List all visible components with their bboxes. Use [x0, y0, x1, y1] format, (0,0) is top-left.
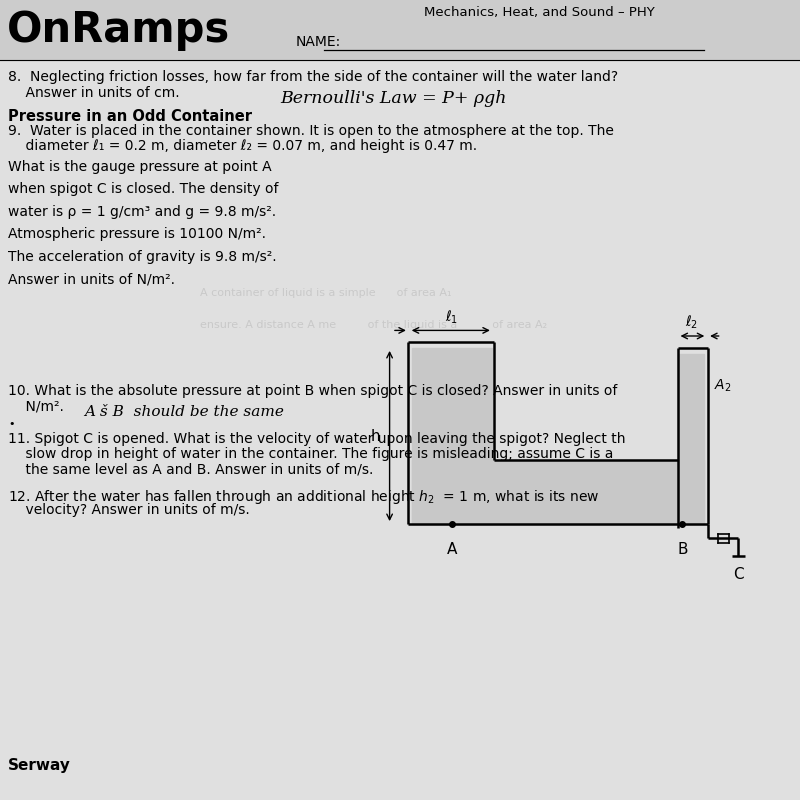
Text: Atmospheric pressure is 10100 N/m².: Atmospheric pressure is 10100 N/m². [8, 227, 266, 242]
Text: •: • [8, 419, 14, 429]
Text: Answer in units of N/m².: Answer in units of N/m². [8, 272, 175, 286]
Bar [412, 460, 704, 524]
Text: OnRamps: OnRamps [6, 9, 230, 50]
Text: Serway: Serway [8, 758, 71, 774]
Text: Bernoulli's Law = P+ ρgh: Bernoulli's Law = P+ ρgh [280, 90, 506, 106]
Text: 12. After the water has fallen through an additional height $h_2$  = 1 m, what i: 12. After the water has fallen through a… [8, 488, 599, 506]
Text: NAME:: NAME: [296, 34, 342, 49]
Text: Answer in units of cm.: Answer in units of cm. [8, 86, 180, 100]
Text: velocity? Answer in units of m/s.: velocity? Answer in units of m/s. [8, 503, 250, 517]
Text: the same level as A and B. Answer in units of m/s.: the same level as A and B. Answer in uni… [8, 462, 374, 477]
Text: N/m².: N/m². [8, 400, 64, 414]
Text: $\ell_2$: $\ell_2$ [685, 314, 698, 331]
Text: 11. Spigot C is opened. What is the velocity of water upon leaving the spigot? N: 11. Spigot C is opened. What is the velo… [8, 432, 626, 446]
Text: Mechanics, Heat, and Sound – PHY: Mechanics, Heat, and Sound – PHY [424, 6, 654, 19]
Text: diameter ℓ₁ = 0.2 m, diameter ℓ₂ = 0.07 m, and height is 0.47 m.: diameter ℓ₁ = 0.2 m, diameter ℓ₂ = 0.07 … [8, 139, 477, 154]
Text: water is ρ = 1 g/cm³ and g = 9.8 m/s².: water is ρ = 1 g/cm³ and g = 9.8 m/s². [8, 205, 276, 218]
Text: The acceleration of gravity is 9.8 m/s².: The acceleration of gravity is 9.8 m/s². [8, 250, 277, 264]
Text: 10. What is the absolute pressure at point B when spigot C is closed? Answer in : 10. What is the absolute pressure at poi… [8, 384, 618, 398]
Text: What is the gauge pressure at point A: What is the gauge pressure at point A [8, 160, 272, 174]
Text: B: B [677, 542, 688, 557]
Text: when spigot C is closed. The density of: when spigot C is closed. The density of [8, 182, 278, 196]
Bar [412, 348, 492, 524]
Text: Pressure in an Odd Container: Pressure in an Odd Container [8, 109, 252, 124]
Text: ensure. A distance A me         of the liquid is a          of area A₂: ensure. A distance A me of the liquid is… [200, 320, 547, 330]
Text: 9.  Water is placed in the container shown. It is open to the atmosphere at the : 9. Water is placed in the container show… [8, 124, 614, 138]
Text: $A_2$: $A_2$ [714, 378, 731, 394]
Text: slow drop in height of water in the container. The figure is misleading; assume : slow drop in height of water in the cont… [8, 447, 614, 461]
Text: 8.  Neglecting friction losses, how far from the side of the container will the : 8. Neglecting friction losses, how far f… [8, 70, 618, 84]
Bar [678, 354, 704, 524]
Text: $\ell_1$: $\ell_1$ [446, 308, 458, 326]
Text: A container of liquid is a simple      of area A₁: A container of liquid is a simple of are… [200, 288, 451, 298]
Bar [0, 0, 800, 60]
Text: C: C [733, 567, 744, 582]
Text: h: h [370, 429, 380, 443]
Text: A š B  should be the same: A š B should be the same [84, 405, 284, 419]
Text: A: A [447, 542, 457, 557]
